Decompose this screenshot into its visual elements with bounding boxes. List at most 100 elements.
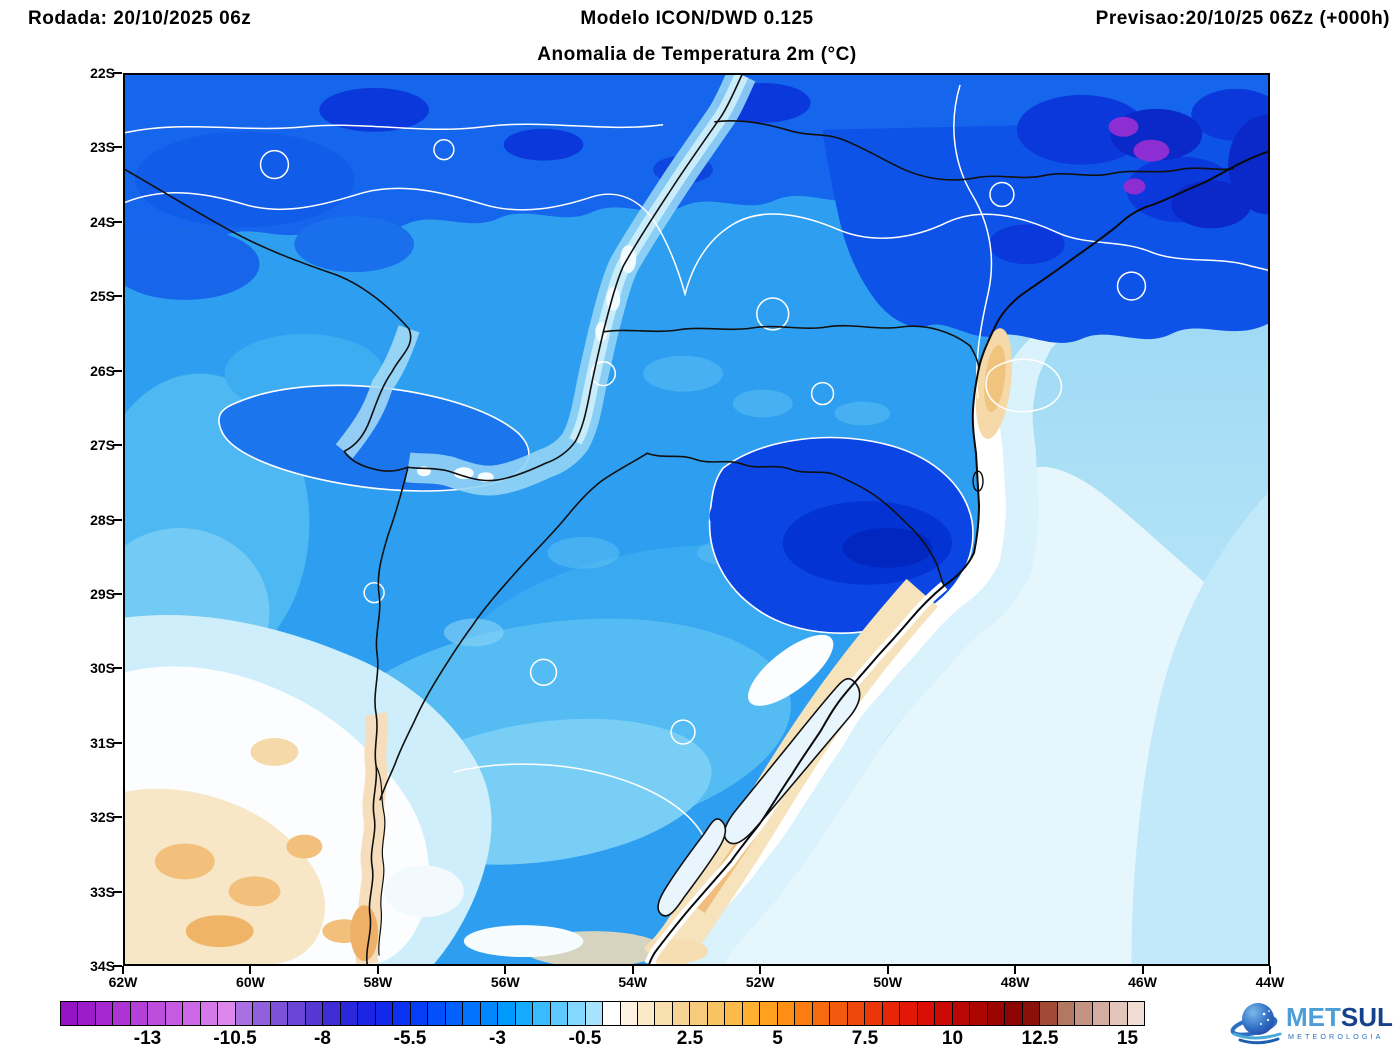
colorbar-tick-label: 10 — [941, 1028, 964, 1049]
lat-tick-label: 27S — [90, 437, 115, 454]
svg-text:METSUL: METSUL — [1286, 1002, 1393, 1032]
colorbar-cell — [165, 1002, 184, 1025]
colorbar-cell — [777, 1002, 796, 1025]
lat-tick-mark — [113, 592, 122, 595]
lon-tick-label: 46W — [1128, 974, 1157, 990]
colorbar-cell — [410, 1002, 429, 1025]
colorbar-cell — [672, 1002, 691, 1025]
colorbar-cell — [725, 1002, 743, 1025]
colorbar-cell — [148, 1002, 166, 1025]
colorbar-cell — [603, 1002, 621, 1025]
colorbar-tick-label: -10.5 — [213, 1028, 257, 1049]
lat-tick-label: 33S — [90, 883, 115, 900]
lat-tick-mark — [113, 220, 122, 223]
white-contour-lines — [125, 84, 1268, 847]
colorbar-cell — [533, 1002, 551, 1025]
lon-tick-mark — [504, 966, 507, 974]
colorbar-cell — [375, 1002, 394, 1025]
lon-tick-label: 58W — [363, 974, 393, 990]
colorbar-cell — [480, 1002, 499, 1025]
lon-tick-mark — [249, 966, 252, 974]
colorbar-cell — [358, 1002, 376, 1025]
run-label: Rodada: 20/10/2025 06z — [28, 8, 252, 29]
colorbar-cell — [305, 1002, 324, 1025]
colorbar-cell — [550, 1002, 569, 1025]
colorbar-cell — [428, 1002, 446, 1025]
colorbar-cell — [218, 1002, 236, 1025]
colorbar-cell — [1092, 1002, 1111, 1025]
colorbar-cell — [270, 1002, 289, 1025]
map-plot-area — [123, 73, 1270, 966]
lon-tick-label: 48W — [1000, 974, 1030, 990]
colorbar-tick-label: -3 — [489, 1028, 506, 1049]
state-borders-rivers — [125, 75, 1234, 964]
colorbar-cell — [620, 1002, 638, 1025]
colorbar-cell — [935, 1002, 953, 1025]
colorbar-cell — [900, 1002, 918, 1025]
lat-tick-mark — [113, 444, 122, 447]
lat-tick-label: 26S — [90, 362, 115, 379]
lat-tick-label: 32S — [90, 809, 115, 826]
colorbar-cell — [61, 1002, 79, 1025]
lon-tick-label: 54W — [618, 974, 648, 990]
lat-tick-label: 25S — [90, 288, 115, 305]
lat-tick-mark — [113, 890, 122, 893]
lat-tick-label: 28S — [90, 511, 115, 528]
lat-tick-label: 22S — [90, 65, 115, 81]
colorbar-cell — [795, 1002, 813, 1025]
colorbar-cell — [445, 1002, 464, 1025]
anomaly-field-map — [125, 75, 1268, 964]
colorbar-cell — [323, 1002, 341, 1025]
lon-tick-mark — [759, 966, 762, 974]
colorbar-cell — [1127, 1002, 1145, 1025]
colorbar-cell — [1005, 1002, 1023, 1025]
colorbar-cell — [707, 1002, 726, 1025]
lat-tick-mark — [113, 72, 122, 74]
lon-tick-mark — [1269, 966, 1271, 974]
island-outline — [972, 470, 984, 492]
colorbar-tick-label: 7.5 — [851, 1028, 879, 1049]
valid-time-label: Previsao:20/10/25 06Zz (+000h) — [1095, 8, 1390, 29]
lon-tick-mark — [1014, 966, 1017, 974]
lon-tick-mark — [631, 966, 634, 974]
colorbar-cell — [130, 1002, 149, 1025]
lat-tick-mark — [113, 667, 122, 670]
colorbar-cell — [498, 1002, 516, 1025]
lat-tick-mark — [113, 741, 122, 744]
colorbar-cell — [865, 1002, 883, 1025]
lat-tick-mark — [113, 816, 122, 819]
colorbar-tick-label: -13 — [133, 1028, 162, 1049]
lat-tick-label: 29S — [90, 585, 115, 602]
colorbar-cell — [340, 1002, 359, 1025]
lon-tick-label: 56W — [490, 974, 520, 990]
colorbar-cell — [568, 1002, 586, 1025]
lon-tick-label: 44W — [1255, 974, 1285, 990]
colorbar-cell — [515, 1002, 534, 1025]
colorbar-cell — [235, 1002, 254, 1025]
lat-tick-label: 31S — [90, 734, 115, 751]
colorbar-cell — [742, 1002, 761, 1025]
purple-extreme-pocket — [1108, 116, 1139, 137]
colorbar-cell — [253, 1002, 271, 1025]
lon-tick-label: 50W — [873, 974, 903, 990]
lat-tick-label: 23S — [90, 139, 115, 156]
lat-tick-mark — [113, 146, 122, 149]
colorbar-tick-label: 5 — [772, 1028, 783, 1049]
lat-tick-label: 30S — [90, 660, 115, 677]
colorbar-cell — [970, 1002, 988, 1025]
colorbar-tick-label: 2.5 — [676, 1028, 704, 1049]
colorbar-cell — [200, 1002, 219, 1025]
lon-tick-label: 60W — [236, 974, 265, 990]
logo-text-sul: SUL — [1341, 1002, 1393, 1032]
colorbar-cell — [288, 1002, 306, 1025]
colorbar-cell — [1075, 1002, 1093, 1025]
colorbar-cell — [637, 1002, 656, 1025]
logo-subtitle: METEOROLOGIA — [1288, 1032, 1384, 1041]
lon-tick-mark — [122, 966, 124, 974]
colorbar-cell — [882, 1002, 901, 1025]
lat-tick-mark — [113, 295, 122, 298]
colorbar-cell — [812, 1002, 831, 1025]
colorbar-tick-label: 15 — [1116, 1028, 1139, 1049]
colorbar-tick-label: -5.5 — [393, 1028, 427, 1049]
